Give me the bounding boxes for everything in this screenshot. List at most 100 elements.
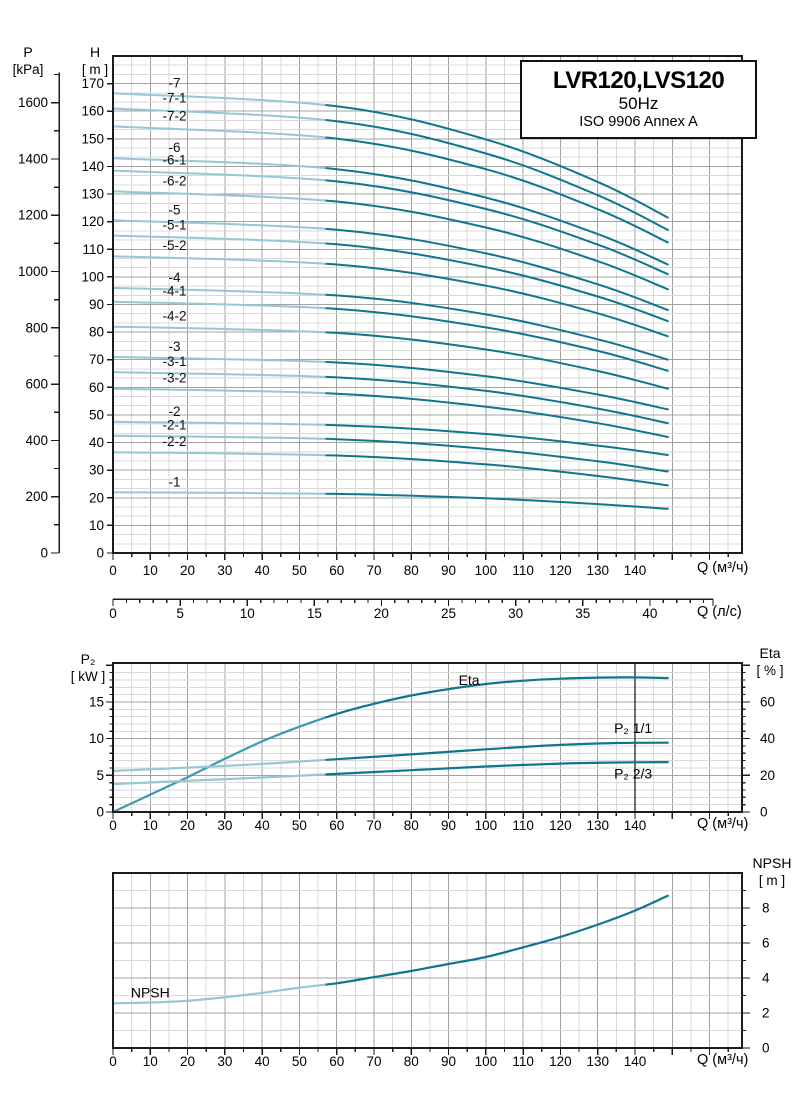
h-tick-label: 170: [81, 76, 104, 91]
p-tick-label: 1200: [18, 208, 48, 223]
p-tick-label: 400: [25, 433, 48, 448]
x-tick-label: 60: [329, 1054, 344, 1069]
x-tick-label: 70: [366, 818, 381, 833]
x-tick-label: 120: [549, 818, 572, 833]
series-curve-Eta: [111, 676, 669, 814]
series-curve--3-2: [112, 387, 669, 438]
head-frame: [112, 55, 743, 554]
curve-label: -3-1: [163, 354, 187, 369]
series-curve--3: [112, 356, 669, 411]
x-tick-label: 130: [586, 818, 609, 833]
x-tick-label: 30: [217, 563, 232, 578]
curve-label: -7-2: [163, 108, 187, 123]
h-tick-label: 100: [81, 269, 104, 284]
npsh-tick-label: 6: [762, 936, 770, 951]
x-tick-label: 90: [441, 563, 456, 578]
x-tick-label: 130: [586, 563, 609, 578]
p-axis: [51, 72, 60, 554]
x-tick-label: 0: [109, 818, 117, 833]
p2-tick-label: 5: [96, 768, 104, 783]
curve-label: -2-2: [163, 434, 187, 449]
h-tick-label: 140: [81, 159, 104, 174]
p-tick-label: 1000: [18, 264, 48, 279]
series-curve--2-1: [112, 434, 669, 473]
x-tick-label: 40: [255, 1054, 270, 1069]
power-panel: 0 10 20 30 40 50 60 70 80 90 100 110 120 130 140 0 5 10 15…: [89, 662, 775, 833]
h-tick-label: 110: [82, 242, 104, 257]
curve-label: -2: [169, 404, 181, 419]
h-tick-label: 90: [89, 297, 104, 312]
x-tick-label: 40: [255, 563, 270, 578]
p-tick-label: 1600: [18, 95, 48, 110]
annotation-label: P₂ 1/1: [614, 720, 652, 736]
eta-axis-title: Eta: [759, 645, 781, 661]
series-curve--6-1: [112, 169, 669, 276]
x-tick-label: 100: [475, 1054, 498, 1069]
series-curve--3-1: [112, 371, 669, 425]
x-tick-label: 0: [109, 563, 117, 578]
series-curve--7: [112, 92, 669, 219]
series-curve--2-2: [112, 451, 669, 487]
lps-tick-label: 25: [441, 606, 456, 621]
series-curve--6-2: [112, 190, 669, 291]
frequency: 50Hz: [618, 93, 659, 113]
x-tick-label: 140: [624, 1054, 647, 1069]
x-tick-label: 70: [366, 563, 381, 578]
h-tick-label: 130: [81, 187, 104, 202]
series-curve-P₂ 2/3: [111, 761, 669, 786]
npsh-grid: [113, 873, 742, 1048]
h-tick-label: 10: [89, 518, 104, 533]
annotation-label: P₂ 2/3: [614, 765, 652, 781]
curve-label: -6-1: [163, 153, 187, 168]
npsh-axis-title: NPSH: [752, 855, 792, 871]
x-tick-label: 50: [292, 818, 307, 833]
eta-tick-label: 40: [760, 731, 775, 746]
lps-tick-label: 0: [109, 606, 117, 621]
x-tick-label: 110: [512, 818, 534, 833]
power-frame: [112, 662, 743, 813]
h-tick-label: 70: [89, 352, 104, 367]
p-tick-label: 200: [25, 489, 48, 504]
npsh-tick-label: 2: [762, 1006, 770, 1021]
p-tick-label: 1400: [18, 151, 48, 166]
p-axis-unit: [kPa]: [12, 62, 44, 78]
h-axis-header: H [ m ]: [82, 43, 108, 79]
lps-tick-label: 20: [374, 606, 389, 621]
x-tick-label: 90: [441, 1054, 456, 1069]
npsh-x-ticks: [112, 1048, 729, 1055]
series-curve-P₂ 1/1: [111, 741, 669, 772]
h-axis-unit: [ m ]: [81, 62, 109, 78]
series-curve--7-1: [112, 107, 669, 231]
p2-tick-label: 10: [89, 731, 104, 746]
lps-tick-label: 30: [508, 606, 523, 621]
h-axis-title: H: [89, 44, 101, 60]
series-curve--5: [112, 219, 669, 311]
x-tick-label: 0: [109, 1054, 117, 1069]
p2-tick-label: 15: [89, 694, 104, 709]
p-axis-header: P [kPa]: [13, 43, 44, 79]
x-tick-label: 140: [624, 563, 647, 578]
q-axis-label-m3h-head: Q (м³/ч): [697, 560, 749, 576]
curve-label: -1: [169, 474, 181, 489]
curve-label: -5: [169, 202, 181, 217]
x-tick-label: 140: [624, 818, 647, 833]
series-curve--5-1: [112, 234, 669, 323]
npsh-tick-label: 8: [762, 901, 770, 916]
curve-label: -6-2: [163, 173, 187, 188]
x-tick-label: 130: [586, 1054, 609, 1069]
title-box: LVR120,LVS120 50Hz ISO 9906 Annex A: [520, 60, 757, 139]
series-curve--2: [112, 420, 669, 456]
lps-tick-label: 35: [575, 606, 590, 621]
p-tick-label: 600: [25, 377, 48, 392]
curve-label: -4-1: [163, 284, 187, 299]
p2-tick-label: 0: [96, 805, 104, 820]
q-axis-label-lps: Q (л/с): [697, 604, 742, 620]
p-axis-title: P: [23, 44, 33, 60]
x-tick-label: 50: [292, 1054, 307, 1069]
x-tick-label: 110: [512, 1054, 534, 1069]
curve-label: -6: [169, 140, 181, 155]
x-tick-label: 10: [143, 818, 158, 833]
eta-axis-header: Eta [ % ]: [756, 644, 783, 680]
lps-tick-label: 15: [307, 606, 322, 621]
